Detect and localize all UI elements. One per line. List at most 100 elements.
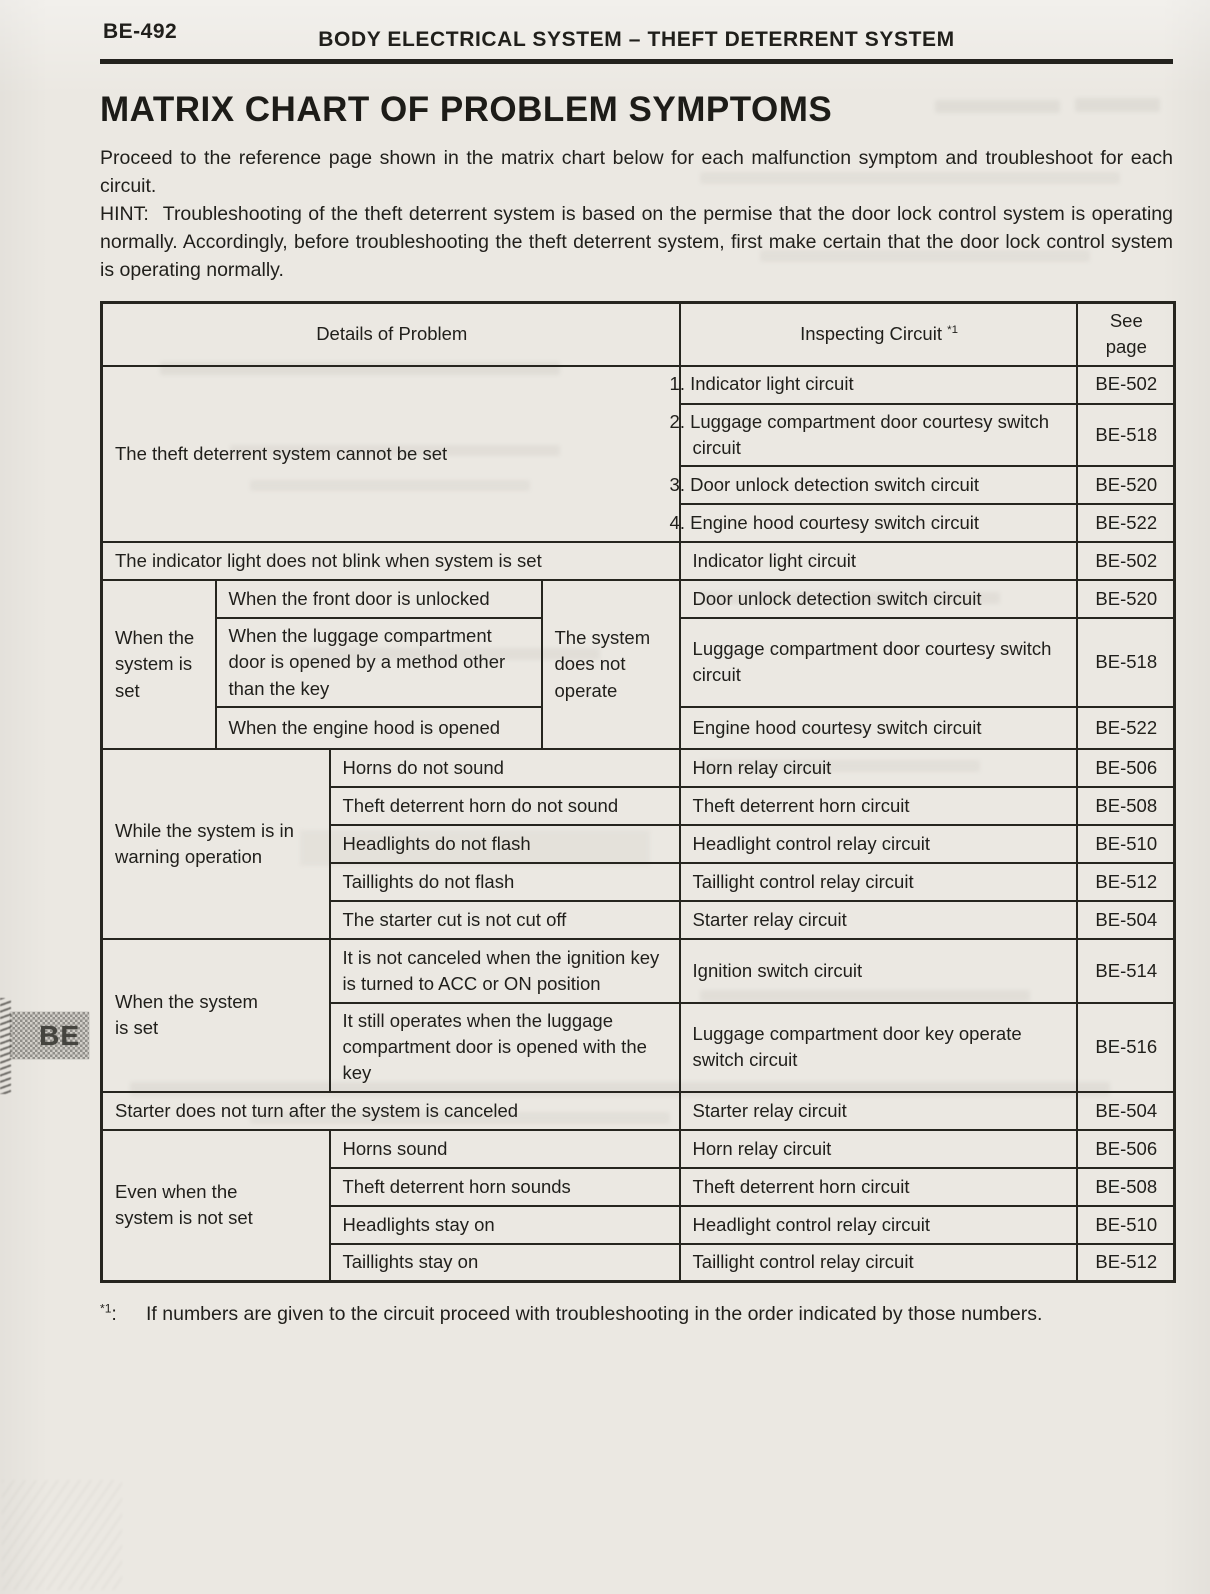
footnote-marker-sup: *1 xyxy=(100,1301,112,1316)
problem-group-cell: While the system is in warning operation xyxy=(100,747,331,940)
circuit-cell: 4. Engine hood courtesy switch circuit xyxy=(670,503,1078,544)
problem-cell: Horns sound xyxy=(328,1128,681,1169)
circuit-cell: Headlight control relay circuit xyxy=(678,823,1078,864)
problem-cell: It still operates when the luggage compa… xyxy=(328,1001,681,1093)
circuit-cell: Engine hood courtesy switch circuit xyxy=(678,705,1078,750)
problem-cell: Theft deterrent horn do not sound xyxy=(328,785,681,826)
footnote-marker: *1: xyxy=(100,1300,146,1329)
problem-cell: When the engine hood is opened xyxy=(214,705,543,750)
scan-smudge xyxy=(2,1480,122,1590)
problem-cell: Horns do not sound xyxy=(328,747,681,788)
table-row: The indicator light does not blink when … xyxy=(100,541,1176,582)
page-ref-cell: BE-520 xyxy=(1075,579,1176,620)
circuit-cell: 2. Luggage compartment door courtesy swi… xyxy=(670,402,1078,468)
hint-paragraph: HINT: Troubleshooting of the theft deterr… xyxy=(100,200,1173,284)
circuit-cell: Taillight control relay circuit xyxy=(678,861,1078,902)
page-content: BE-492 BODY ELECTRICAL SYSTEM – THEFT DE… xyxy=(100,0,1177,1329)
table-row: Starter does not turn after the system i… xyxy=(100,1090,1176,1131)
table-row: Theft deterrent horn do not sound Theft … xyxy=(102,785,1176,826)
page-ref-cell: BE-516 xyxy=(1075,1001,1176,1093)
table-row: While the system is in warning operation… xyxy=(100,747,1176,940)
column-header-inspecting: Inspecting Circuit *1 xyxy=(678,301,1078,367)
problem-cell: Starter does not turn after the system i… xyxy=(100,1090,681,1131)
circuit-cell: 1. Indicator light circuit xyxy=(670,364,1078,405)
problem-cell: Theft deterrent horn sounds xyxy=(328,1166,681,1207)
circuit-cell: Starter relay circuit xyxy=(678,1090,1078,1131)
table-header-row: Details of Problem Inspecting Circuit *1… xyxy=(100,301,1176,367)
circuit-cell: Luggage compartment door key operate swi… xyxy=(678,1001,1078,1093)
hint-label: HINT: xyxy=(100,203,149,225)
problem-note-cell: The system does not operate xyxy=(540,579,681,750)
table-row: It still operates when the luggage compa… xyxy=(102,1001,1176,1093)
problem-group-cell: Even when the system is not set xyxy=(100,1128,331,1283)
table-row: Headlights stay on Headlight control rel… xyxy=(102,1204,1176,1245)
column-header-inspecting-text: Inspecting Circuit xyxy=(800,323,942,345)
table-row: When the engine hood is opened Engine ho… xyxy=(102,705,1176,750)
page-ref-cell: BE-506 xyxy=(1075,747,1176,788)
page-ref-cell: BE-510 xyxy=(1075,1204,1176,1245)
page-number: BE-492 xyxy=(103,20,178,43)
circuit-cell: Theft deterrent horn circuit xyxy=(678,1166,1078,1207)
problem-cell: Headlights do not flash xyxy=(328,823,681,864)
torn-page-edge xyxy=(0,998,11,1094)
page-ref-cell: BE-502 xyxy=(1075,541,1176,582)
page-ref-cell: BE-510 xyxy=(1075,823,1176,864)
circuit-cell: Theft deterrent horn circuit xyxy=(678,785,1078,826)
page-ref-cell: BE-518 xyxy=(1075,402,1176,468)
page-ref-cell: BE-502 xyxy=(1075,364,1176,405)
footnote-text: If numbers are given to the circuit proc… xyxy=(146,1303,1043,1326)
chapter-title: BODY ELECTRICAL SYSTEM – THEFT DETERRENT… xyxy=(318,28,955,51)
page-ref-cell: BE-504 xyxy=(1075,899,1176,940)
page-title: MATRIX CHART OF PROBLEM SYMPTOMS xyxy=(100,90,833,129)
problem-cell: When the luggage compartment door is ope… xyxy=(214,617,543,708)
table-row: Taillights do not flash Taillight contro… xyxy=(102,861,1176,902)
matrix-chart-table: Details of Problem Inspecting Circuit *1… xyxy=(100,301,1177,1284)
problem-group-label: While the system is in warning operation xyxy=(115,819,294,867)
page-ref-cell: BE-506 xyxy=(1075,1128,1176,1169)
table-row: When the luggage compartment door is ope… xyxy=(102,617,1176,708)
intro-paragraphs: Proceed to the reference page shown in t… xyxy=(100,144,1173,284)
column-header-details: Details of Problem xyxy=(100,301,681,367)
problem-group-cell: When the system is set xyxy=(100,937,331,1093)
problem-cell: Taillights stay on xyxy=(328,1242,681,1283)
problem-group-label: Even when the system is not set xyxy=(115,1181,253,1229)
page-ref-cell: BE-514 xyxy=(1075,937,1176,1004)
table-row: Even when the system is not set Horns so… xyxy=(100,1128,1176,1283)
circuit-cell: Starter relay circuit xyxy=(678,899,1078,940)
page-ref-cell: BE-512 xyxy=(1075,1242,1176,1283)
circuit-cell: Headlight control relay circuit xyxy=(678,1204,1078,1245)
header-rule xyxy=(100,59,1173,64)
problem-cell: The starter cut is not cut off xyxy=(328,899,681,940)
column-header-see-page: See page xyxy=(1075,301,1176,367)
page-ref-cell: BE-522 xyxy=(1075,705,1176,750)
problem-cell: The theft deterrent system cannot be set xyxy=(100,364,681,544)
table-row: 4. Engine hood courtesy switch circuit B… xyxy=(102,503,1176,544)
circuit-cell: Indicator light circuit xyxy=(678,541,1078,582)
chapter-tab-be: BE xyxy=(10,1012,89,1059)
circuit-cell: Taillight control relay circuit xyxy=(678,1242,1078,1283)
circuit-cell: Luggage compartment door courtesy switch… xyxy=(678,617,1078,708)
chapter-tab-label: BE xyxy=(39,1019,80,1051)
page-ref-cell: BE-512 xyxy=(1075,861,1176,902)
problem-group-cell: When the system is set xyxy=(100,579,217,750)
circuit-cell: Ignition switch circuit xyxy=(678,937,1078,1004)
page-ref-cell: BE-504 xyxy=(1075,1090,1176,1131)
table-row: When the system is set It is not cancele… xyxy=(100,937,1176,1093)
table-row: 3. Door unlock detection switch circuit … xyxy=(102,465,1176,506)
page-ref-cell: BE-508 xyxy=(1075,1166,1176,1207)
table-row: The theft deterrent system cannot be set… xyxy=(100,364,1176,544)
footnote: *1: If numbers are given to the circuit … xyxy=(100,1300,1173,1329)
running-header: BE-492 BODY ELECTRICAL SYSTEM – THEFT DE… xyxy=(100,0,1173,64)
problem-cell: Headlights stay on xyxy=(328,1204,681,1245)
footnote-separator: : xyxy=(111,1303,117,1326)
footnote-reference-icon: *1 xyxy=(947,323,958,336)
hint-text: Troubleshooting of the theft deterrent s… xyxy=(100,203,1173,281)
table-row: Headlights do not flash Headlight contro… xyxy=(102,823,1176,864)
page-ref-cell: BE-522 xyxy=(1075,503,1176,544)
circuit-cell: 3. Door unlock detection switch circuit xyxy=(670,465,1078,506)
table-row: 2. Luggage compartment door courtesy swi… xyxy=(102,402,1176,468)
page-ref-cell: BE-518 xyxy=(1075,617,1176,708)
page-ref-cell: BE-520 xyxy=(1075,465,1176,506)
table-row: Theft deterrent horn sounds Theft deterr… xyxy=(102,1166,1176,1207)
circuit-cell: Horn relay circuit xyxy=(678,1128,1078,1169)
